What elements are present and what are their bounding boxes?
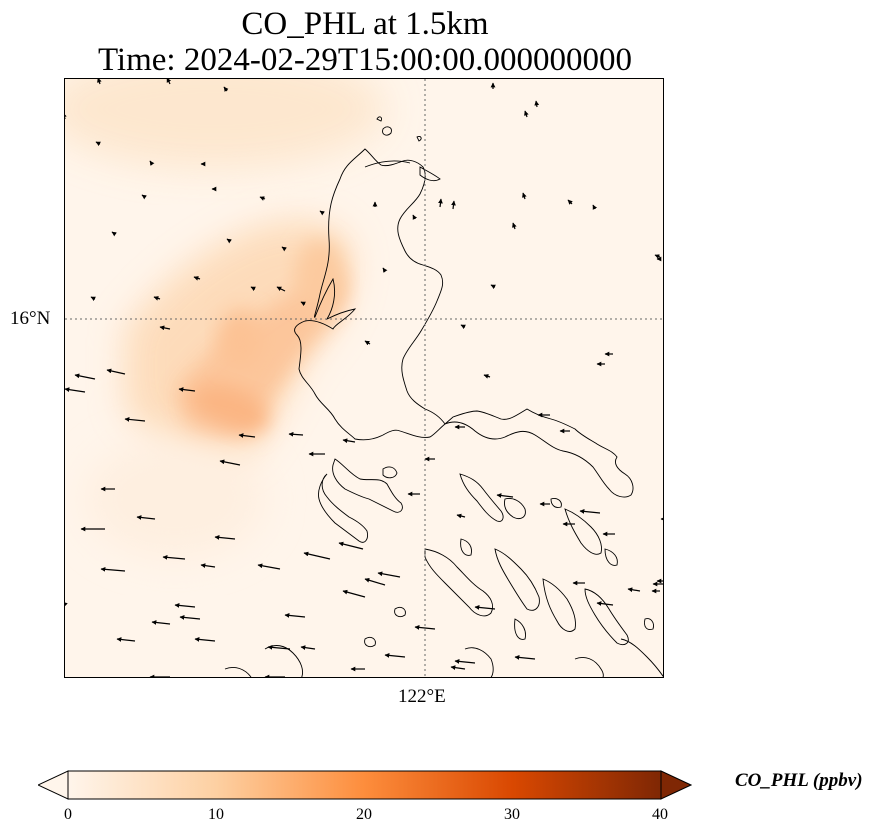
wind-arrow bbox=[319, 210, 325, 216]
wind-arrow bbox=[276, 286, 286, 292]
lat-tick-label: 16°N bbox=[10, 308, 51, 329]
wind-arrow bbox=[193, 276, 201, 281]
wind-arrow bbox=[111, 231, 117, 237]
wind-arrow bbox=[592, 204, 598, 210]
lon-tick-label: 122°E bbox=[398, 686, 446, 707]
wind-arrow bbox=[238, 433, 256, 438]
wind-arrow bbox=[95, 141, 101, 147]
wind-arrow bbox=[300, 301, 306, 307]
wind-arrow bbox=[338, 541, 364, 550]
wind-arrow bbox=[124, 417, 146, 422]
colorbar-label: CO_PHL (ppbv) bbox=[735, 770, 863, 791]
wind-arrow bbox=[534, 100, 540, 108]
colorbar-extend-min bbox=[36, 770, 69, 800]
wind-arrow bbox=[153, 296, 161, 301]
wind-arrow bbox=[483, 374, 491, 379]
wind-arrow bbox=[149, 160, 155, 166]
wind-arrow bbox=[414, 625, 436, 630]
wind-arrow bbox=[219, 459, 241, 466]
wind-arrow bbox=[284, 613, 306, 618]
wind-arrow bbox=[194, 637, 216, 642]
wind-arrow bbox=[267, 645, 291, 650]
colorbar-extend-max bbox=[660, 770, 693, 800]
wind-arrow bbox=[377, 571, 401, 578]
coastline-layer bbox=[224, 116, 663, 677]
wind-arrow bbox=[106, 368, 126, 375]
wind-arrow bbox=[179, 615, 201, 620]
wind-arrow bbox=[74, 373, 96, 380]
wind-arrow bbox=[136, 515, 156, 520]
colorbar-gradient bbox=[67, 770, 662, 800]
wind-arrow bbox=[151, 620, 171, 625]
wind-arrow bbox=[288, 431, 304, 437]
wind-arrow bbox=[524, 110, 529, 118]
colorbar-tick-10: 10 bbox=[208, 806, 224, 823]
wind-arrow bbox=[281, 246, 287, 252]
wind-arrow bbox=[522, 192, 527, 200]
map-panel[interactable] bbox=[64, 78, 664, 678]
wind-arrow bbox=[100, 566, 126, 572]
wind-arrow bbox=[159, 325, 171, 331]
wind-arrow bbox=[474, 605, 496, 610]
wind-arrow bbox=[303, 551, 331, 560]
wind-vector-layer bbox=[65, 79, 663, 677]
wind-arrow bbox=[579, 509, 601, 514]
colorbar-tick-20: 20 bbox=[356, 806, 372, 823]
wind-arrow bbox=[627, 587, 641, 593]
wind-arrow bbox=[454, 659, 476, 664]
wind-arrow bbox=[300, 645, 316, 650]
wind-arrow bbox=[250, 286, 256, 292]
wind-arrow bbox=[90, 296, 96, 302]
colorbar-graphic bbox=[36, 770, 693, 800]
wind-arrow bbox=[141, 194, 147, 200]
colorbar bbox=[36, 770, 693, 800]
wind-arrow bbox=[97, 79, 102, 85]
wind-arrow bbox=[451, 200, 456, 210]
wind-arrow bbox=[200, 563, 216, 568]
map-title-line-1: CO_PHL at 1.5km bbox=[241, 6, 489, 42]
wind-arrow bbox=[460, 324, 466, 330]
wind-arrow bbox=[412, 214, 418, 220]
colorbar-tick-40: 40 bbox=[652, 806, 668, 823]
wind-arrow bbox=[450, 665, 466, 670]
wind-arrow bbox=[364, 577, 386, 586]
wind-arrow bbox=[214, 535, 236, 540]
wind-arrow bbox=[364, 340, 371, 346]
wind-arrow bbox=[65, 387, 86, 393]
wind-arrow bbox=[567, 199, 573, 205]
gridlines bbox=[65, 79, 663, 677]
colorbar-tick-0: 0 bbox=[64, 806, 72, 823]
wind-arrow bbox=[596, 601, 614, 606]
wind-arrow bbox=[257, 563, 281, 570]
wind-arrow bbox=[259, 196, 266, 201]
colorbar-tick-30: 30 bbox=[504, 806, 520, 823]
wind-arrow bbox=[654, 254, 661, 259]
co-concentration-field bbox=[65, 79, 385, 559]
wind-arrow bbox=[342, 438, 356, 444]
map-title-line-2: Time: 2024-02-29T15:00:00.000000000 bbox=[97, 42, 633, 78]
wind-arrow bbox=[382, 267, 388, 273]
wind-arrow bbox=[496, 493, 514, 498]
wind-arrow bbox=[223, 86, 229, 92]
wind-arrow bbox=[116, 637, 136, 642]
wind-arrow bbox=[174, 603, 196, 608]
wind-arrow bbox=[438, 198, 443, 208]
wind-arrow bbox=[342, 589, 366, 598]
wind-arrow bbox=[490, 284, 496, 290]
wind-arrow bbox=[162, 555, 186, 560]
wind-arrow bbox=[166, 79, 172, 85]
map-canvas bbox=[65, 79, 663, 677]
wind-arrow bbox=[456, 513, 466, 519]
wind-arrow bbox=[514, 655, 536, 660]
wind-arrow bbox=[512, 222, 517, 230]
wind-arrow bbox=[384, 653, 406, 658]
wind-arrow bbox=[226, 238, 232, 244]
wind-arrow bbox=[178, 387, 196, 392]
